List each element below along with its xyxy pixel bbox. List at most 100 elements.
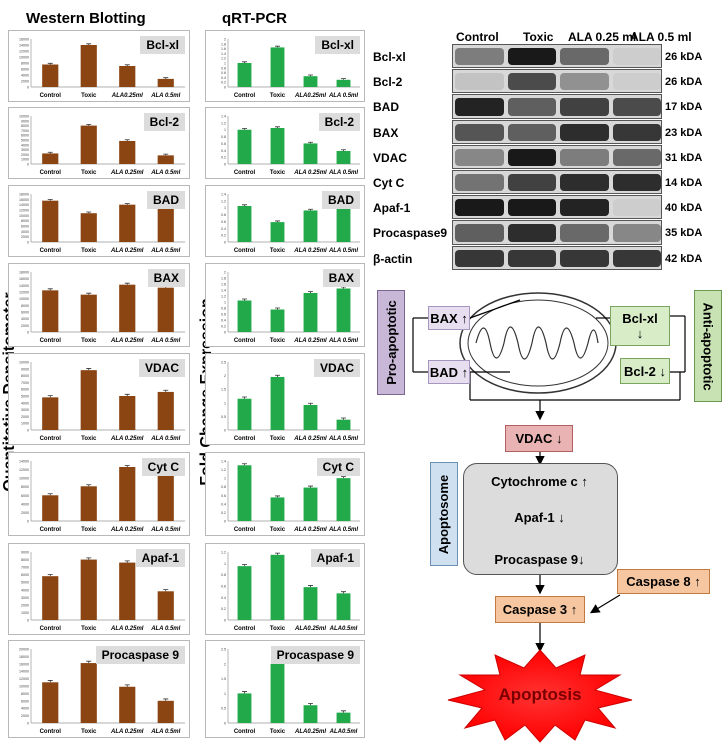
- category-label-3: ALA 0.5ml: [150, 436, 180, 442]
- error-bar-3: [341, 78, 346, 80]
- bar-2: [119, 686, 136, 723]
- chart-svg-wb-procasp9: 0 2000 4000 6000 8000 10000 12000 14000 16000 180…: [19, 648, 185, 735]
- y-tick-label: 0: [27, 163, 29, 167]
- y-tick-label: 4000: [21, 317, 29, 321]
- category-label-0: Control: [234, 729, 256, 735]
- blot-band: [455, 174, 504, 192]
- bar-1: [80, 663, 97, 723]
- chart-title: Bcl-2: [143, 113, 185, 131]
- bar-1: [270, 554, 285, 620]
- category-label-0: Control: [234, 170, 256, 176]
- qrt-pcr-title: qRT-PCR: [222, 10, 287, 27]
- category-label-0: Control: [234, 338, 256, 344]
- y-tick-label: 0.6: [221, 585, 226, 589]
- error-bar-2: [124, 203, 130, 205]
- chart-title: BAX: [322, 269, 360, 287]
- error-bar-0: [47, 151, 53, 154]
- y-tick-label: 0.5: [221, 707, 226, 711]
- error-bar-2: [124, 393, 130, 396]
- bar-0: [237, 206, 252, 242]
- error-bar-1: [86, 484, 92, 487]
- y-tick-label: 6000: [21, 573, 29, 577]
- chart-title: Cyt C: [316, 458, 360, 476]
- y-tick-label: 1.4: [221, 52, 226, 56]
- y-tick-label: 0: [27, 722, 29, 726]
- category-label-3: ALA 0.5ml: [328, 170, 358, 176]
- chart-svg-pcr-bad: 0 0.2 0.4 0.6 0.8 1 1.2 1.4 Control Toxic ALA 0.25…: [221, 193, 360, 254]
- bar-0: [237, 465, 252, 521]
- error-bar-0: [242, 128, 247, 130]
- y-tick-label: 1.5: [221, 677, 226, 681]
- chart-panel-wb-vdac: 0 1000 2000 3000 4000 5000 6000 7000 8000 9000 100…: [8, 353, 190, 445]
- bar-1: [270, 128, 285, 164]
- y-tick-label: 0.4: [221, 227, 226, 231]
- blot-band: [455, 148, 504, 166]
- blot-band: [455, 199, 504, 217]
- blot-band: [612, 249, 661, 267]
- bar-0: [42, 576, 59, 620]
- bad-box: BAD ↑: [428, 360, 470, 384]
- bar-3: [336, 150, 351, 164]
- y-tick-label: 0: [27, 520, 29, 524]
- bar-0: [42, 495, 59, 521]
- y-tick-label: 12000: [19, 50, 29, 54]
- y-tick-label: 18000: [19, 193, 29, 197]
- y-tick-label: 16000: [19, 662, 29, 666]
- category-label-3: ALA 0.5ml: [328, 248, 358, 254]
- error-bar-1: [86, 124, 92, 126]
- chart-title: Bcl-xl: [140, 36, 185, 54]
- error-bar-3: [341, 476, 346, 479]
- category-label-3: ALA 0.5ml: [328, 436, 358, 442]
- error-bar-1: [275, 220, 280, 223]
- chart-svg-pcr-bcl2: 0 0.2 0.4 0.6 0.8 1 1.2 1.4 Control Toxic ALA 0.25…: [221, 115, 360, 176]
- y-tick-label: 0.4: [221, 76, 226, 80]
- y-tick-label: 10000: [19, 685, 29, 689]
- chart-title: Bcl-2: [318, 113, 360, 131]
- y-tick-label: 2000: [21, 511, 29, 515]
- blot-band: [612, 48, 661, 66]
- category-label-2: ALA 0.25ml: [110, 626, 144, 632]
- chart-title: Apaf-1: [135, 549, 185, 567]
- y-tick-label: 0.5: [221, 415, 226, 419]
- y-tick-label: 0.6: [221, 313, 226, 317]
- y-tick-label: 9000: [21, 367, 29, 371]
- y-tick-label: 1000: [21, 611, 29, 615]
- bar-3: [157, 208, 174, 242]
- apaf1-text: Apaf-1 ↓: [514, 509, 565, 525]
- y-tick-label: 1.2: [221, 295, 226, 299]
- bar-3: [157, 700, 174, 723]
- y-tick-label: 0.6: [221, 71, 226, 75]
- category-label-0: Control: [40, 626, 62, 632]
- y-tick-label: 1.2: [221, 468, 226, 472]
- blot-band: [507, 98, 556, 116]
- y-tick-label: 0.2: [221, 511, 226, 515]
- blot-band: [455, 73, 504, 91]
- chart-svg-pcr-bax: 0 0.2 0.4 0.6 0.8 1 1.2 1.4 1.6 1.8 2 Control Toxic A…: [221, 271, 360, 344]
- error-bar-2: [124, 560, 130, 563]
- bar-1: [80, 213, 97, 242]
- y-tick-label: 16000: [19, 198, 29, 202]
- category-label-3: ALA 0.5ml: [328, 338, 358, 344]
- error-bar-1: [86, 292, 92, 295]
- blot-band: [507, 48, 556, 66]
- chart-svg-wb-vdac: 0 1000 2000 3000 4000 5000 6000 7000 8000 9000 100…: [19, 361, 185, 442]
- bar-2: [119, 284, 136, 332]
- bar-0: [42, 290, 59, 332]
- y-tick-label: 2.5: [221, 648, 226, 652]
- category-label-1: Toxic: [270, 436, 286, 442]
- category-label-2: ALA0.25ml: [294, 626, 326, 632]
- y-tick-label: 6000: [21, 68, 29, 72]
- y-tick-label: 1.2: [221, 57, 226, 61]
- error-bar-1: [275, 495, 280, 498]
- bclxl-box: Bcl-xl ↓: [610, 306, 670, 346]
- category-label-3: ALA 0.5ml: [150, 170, 180, 176]
- error-bar-2: [124, 64, 130, 66]
- error-bar-1: [86, 557, 92, 560]
- blot-band: [560, 249, 609, 267]
- category-label-0: Control: [40, 170, 62, 176]
- blot-col-ala025: ALA 0.25 ml: [568, 30, 637, 44]
- y-tick-label: 0: [224, 520, 226, 524]
- bar-2: [303, 705, 318, 723]
- y-tick-label: 1.8: [221, 277, 226, 281]
- blot-band: [560, 123, 609, 141]
